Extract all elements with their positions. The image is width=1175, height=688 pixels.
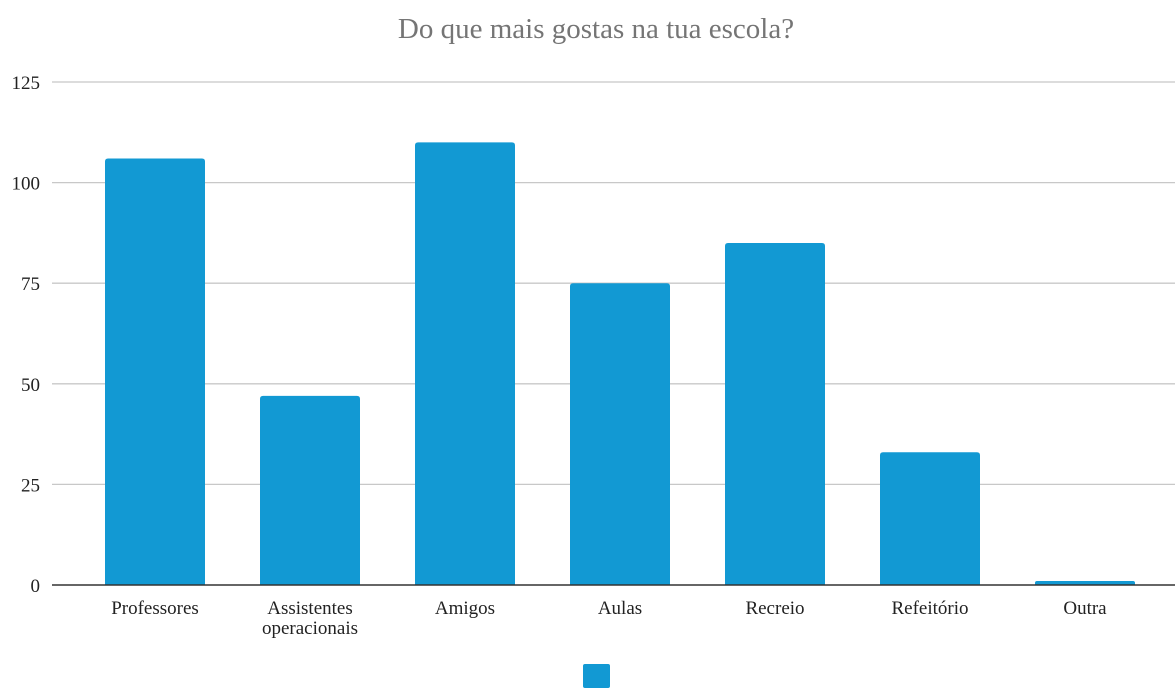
y-tick-label: 75 bbox=[21, 274, 40, 295]
x-tick-label: Professores bbox=[111, 598, 199, 619]
legend bbox=[583, 664, 610, 688]
bar bbox=[725, 242, 825, 585]
bar bbox=[415, 142, 515, 586]
x-tick-label: Assistentes operacionais bbox=[262, 598, 358, 639]
bar bbox=[105, 158, 205, 585]
y-axis-tick-labels: 0 25 50 75 100 125 bbox=[12, 73, 41, 597]
y-tick-label: 25 bbox=[21, 475, 40, 496]
bar bbox=[570, 283, 670, 585]
y-tick-label: 0 bbox=[31, 576, 41, 597]
x-axis-category-labels: Professores Assistentes operacionais Amigos… bbox=[111, 598, 1107, 639]
chart-title: Do que mais gostas na tua escola? bbox=[398, 13, 794, 45]
x-tick-label: Amigos bbox=[435, 598, 495, 619]
bar bbox=[260, 395, 360, 585]
x-tick-label: Recreio bbox=[745, 598, 804, 619]
y-tick-label: 125 bbox=[12, 73, 41, 94]
legend-swatch bbox=[583, 664, 610, 688]
x-tick-label: Aulas bbox=[598, 598, 642, 619]
y-tick-label: 50 bbox=[21, 375, 40, 396]
y-tick-label: 100 bbox=[12, 174, 41, 195]
bar bbox=[880, 452, 980, 585]
x-tick-label: Outra bbox=[1063, 598, 1107, 619]
x-tick-label: Refeitório bbox=[891, 598, 968, 619]
bar bbox=[1035, 580, 1135, 585]
bars bbox=[105, 142, 1135, 586]
